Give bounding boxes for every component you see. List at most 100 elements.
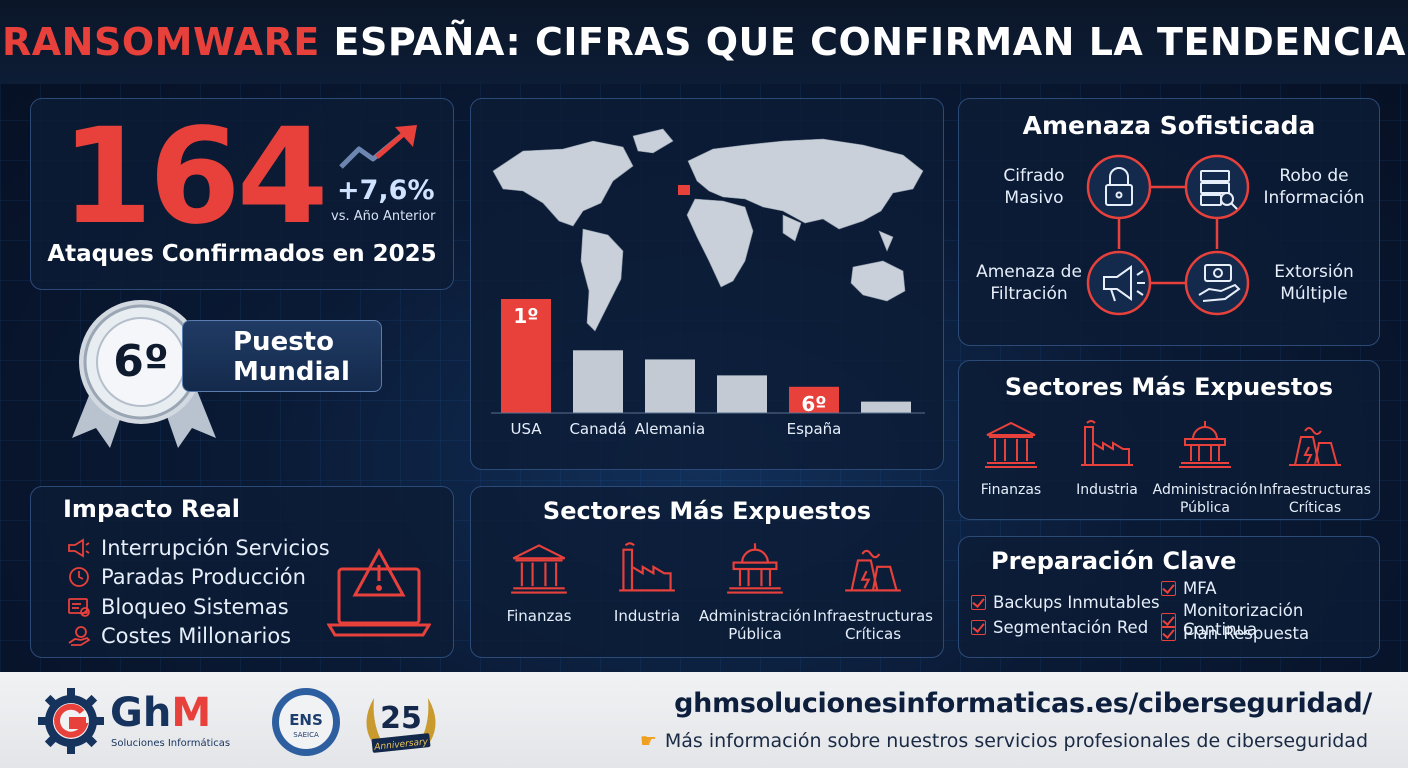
threat-label-data-theft: Robo de Información [1263, 166, 1365, 208]
attack-count-panel: 164 +7,6% vs. Año Anterior Ataques Confi… [30, 98, 454, 290]
money-hand-icon [1198, 264, 1241, 302]
footer: GhM Soluciones Informáticas ENS SAEICA 2… [0, 672, 1408, 768]
impact-item: Paradas Producción [65, 563, 330, 593]
checkbox-icon [1161, 626, 1176, 641]
bank-icon [985, 421, 1037, 468]
sector-finance-label: Finanzas [980, 482, 1042, 498]
checkbox-icon [971, 620, 986, 635]
growth-percent: +7,6% [337, 175, 435, 206]
impact-title: Impacto Real [63, 495, 241, 523]
government-icon [727, 543, 783, 594]
more-info-text: ☛ Más información sobre nuestros servicio… [639, 730, 1368, 752]
sector-critical-infra-center-label: Infraestructuras Críticas [813, 607, 933, 643]
sector-industry: Industria [1047, 417, 1167, 499]
prep-item-mfa: MFA [1161, 579, 1217, 598]
attack-count-label: Ataques Confirmados en 2025 [47, 241, 437, 267]
impact-item: Bloqueo Sistemas [65, 592, 330, 622]
impact-item-label: Paradas Producción [101, 565, 306, 590]
sectors-panel-center: Sectores Más Expuestos Finanzas Industri… [470, 486, 944, 658]
company-logo-text: GhM [110, 690, 212, 736]
sector-public-admin-center: Administración Pública [695, 539, 815, 643]
threat-title: Amenaza Sofisticada [1022, 111, 1316, 140]
world-ranking-panel: 1º USA Canadá Alemania 6º España [470, 98, 944, 470]
world-map [492, 128, 924, 332]
sectors-panel-right: Sectores Más Expuestos Finanzas Industri… [958, 360, 1380, 520]
government-icon [1179, 421, 1231, 468]
rosette-icon [72, 300, 216, 448]
ranking-bar-chart: 1º USA Canadá Alemania 6º España [491, 299, 925, 438]
checkbox-icon [971, 595, 986, 610]
prep-item-monitoring: Monitorización Continua [1161, 601, 1379, 639]
anniversary-badge: 25 Anniversary [366, 698, 436, 753]
megaphone-icon [68, 538, 90, 558]
sector-finance: Finanzas [951, 417, 1071, 499]
ens-sublabel: SAEICA [293, 731, 319, 739]
sector-critical-infra-center: Infraestructuras Críticas [813, 539, 933, 643]
pointing-hand-icon: ☛ [639, 730, 657, 752]
title-rest-part: ESPAÑA: CIFRAS QUE CONFIRMAN LA TENDENCI… [319, 20, 1406, 64]
threat-label-encryption: Cifrado Masivo [1003, 166, 1065, 208]
website-link[interactable]: ghmsolucionesinformaticas.es/ciberseguri… [674, 688, 1372, 719]
anniversary-number: 25 [380, 701, 422, 736]
growth-caption: vs. Año Anterior [331, 209, 436, 224]
gear-logo-icon [38, 688, 104, 754]
ranking-bar [645, 359, 695, 413]
sector-industry-label: Industria [1076, 482, 1138, 498]
sector-industry-center-label: Industria [613, 607, 681, 625]
sector-finance-center-label: Finanzas [506, 607, 572, 625]
sector-finance-center: Finanzas [479, 539, 599, 625]
ranking-bar [717, 375, 767, 413]
warning-laptop-icon [327, 547, 431, 637]
prep-item-response-plan: Plan Respuesta [1161, 624, 1309, 643]
prep-item-backups: Backups Inmutables [971, 593, 1160, 612]
threat-panel: Amenaza Sofisticada [958, 98, 1380, 346]
ranking-country-label: Canadá [569, 420, 626, 438]
attack-count-number: 164 [61, 100, 329, 254]
ranking-bar [573, 350, 623, 413]
ranking-country-label: España [787, 420, 842, 438]
impact-item: Interrupción Servicios [65, 533, 330, 563]
impact-item-label: Costes Millonarios [101, 624, 292, 649]
ranking-bar [789, 386, 839, 413]
ens-certification-seal: ENS SAEICA [272, 688, 340, 756]
title-bar: RANSOMWARE ESPAÑA: CIFRAS QUE CONFIRMAN … [0, 0, 1408, 84]
impact-item-label: Bloqueo Sistemas [101, 594, 289, 619]
prep-item-segmentation: Segmentación Red [971, 618, 1148, 637]
rank-label: Puesto Mundial [182, 320, 382, 392]
ranking-bar-rank-label: 1º [513, 304, 538, 328]
sectors-title-center: Sectores Más Expuestos [542, 497, 872, 525]
ranking-bar-rank-label: 6º [801, 392, 826, 416]
ranking-country-label: USA [510, 420, 542, 438]
rank-number: 6º [113, 336, 169, 387]
sector-public-admin-label: Administración Pública [1152, 482, 1258, 516]
threat-label-leak: Amenaza de Filtración [976, 262, 1082, 304]
ranking-bar [501, 299, 551, 413]
company-tagline: Soluciones Informáticas [111, 738, 231, 749]
preparation-panel: Preparación Clave Backups Inmutables Seg… [958, 536, 1380, 658]
sector-industry-center: Industria [587, 539, 707, 625]
factory-icon [619, 542, 675, 592]
sector-public-admin-center-label: Administración Pública [698, 607, 812, 643]
sector-public-admin: Administración Pública [1145, 417, 1265, 517]
ens-label: ENS [289, 711, 323, 729]
title-red-part: RANSOMWARE [2, 20, 320, 64]
bank-icon [511, 544, 567, 594]
spain-marker [678, 185, 690, 195]
page-title: RANSOMWARE ESPAÑA: CIFRAS QUE CONFIRMAN … [2, 20, 1406, 64]
threat-label-extortion: Extorsión Múltiple [1274, 262, 1354, 304]
clock-icon [69, 567, 89, 588]
sector-critical-infra: Infraestructuras Críticas [1255, 417, 1375, 517]
blocked-screen-icon [68, 597, 90, 617]
coin-hand-icon [68, 626, 91, 647]
impact-item: Costes Millonarios [65, 622, 330, 652]
impact-panel: Impacto Real Interrupción Servicios Para… [30, 486, 454, 658]
power-plant-icon [1289, 427, 1341, 466]
power-plant-icon [845, 549, 901, 592]
trend-up-icon [339, 125, 417, 169]
ranking-bar [861, 401, 911, 413]
lock-icon [1105, 167, 1133, 206]
server-search-icon [1200, 170, 1238, 210]
ranking-country-label: Alemania [635, 420, 705, 438]
threat-diagram [1086, 154, 1250, 316]
impact-item-label: Interrupción Servicios [101, 535, 330, 560]
